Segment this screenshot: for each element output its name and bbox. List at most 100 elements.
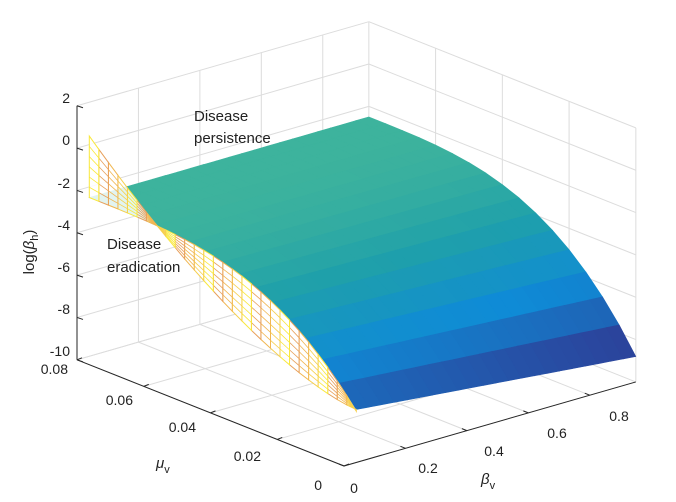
wireframe-line — [136, 211, 147, 219]
wireframe-line — [308, 367, 319, 377]
wireframe-line — [165, 233, 176, 244]
wireframe-line — [241, 313, 252, 323]
wireframe-line — [317, 381, 328, 390]
wireframe-line — [117, 186, 128, 197]
axis-layer — [76, 105, 636, 467]
wireframe-line — [89, 186, 100, 193]
wireframe-line — [127, 195, 138, 207]
wireframe-line — [279, 348, 290, 358]
wireframe-line — [336, 383, 348, 398]
wireframe-line — [165, 230, 176, 237]
wireframe-line — [117, 202, 128, 210]
wireframe-line — [327, 384, 338, 394]
wireframe-line — [298, 365, 309, 374]
wireframe-line — [203, 275, 214, 286]
wireframe-line — [136, 205, 147, 216]
wireframe-line — [251, 322, 262, 332]
wireframe-line — [98, 157, 109, 170]
wireframe-line — [298, 344, 309, 355]
wireframe-line — [203, 270, 214, 280]
wireframe-line — [193, 252, 204, 261]
z-tick-label: -4 — [58, 217, 71, 233]
wireframe-line — [336, 389, 348, 401]
annotation-persistence-line2: persistence — [194, 130, 271, 147]
x-tick-labels: 0 0.2 0.4 0.6 0.8 — [350, 408, 629, 496]
wireframe-line — [98, 183, 109, 192]
x-tick-label: 0.6 — [547, 425, 567, 441]
wireframe-cell — [117, 173, 128, 214]
wireframe-line — [174, 242, 185, 253]
y-tick — [76, 357, 83, 361]
x-tick-label: 0.4 — [484, 443, 504, 459]
wireframe-line — [184, 245, 195, 254]
wireframe-line — [251, 298, 262, 309]
wireframe-line — [279, 340, 290, 351]
z-tick-label: -8 — [58, 301, 71, 317]
annotation-eradication-line1: Disease — [107, 236, 161, 253]
surface-layer — [88, 116, 637, 414]
wireframe-line — [317, 370, 328, 381]
wireframe-line — [289, 357, 300, 366]
wireframe-line — [213, 261, 224, 270]
wireframe-line — [193, 261, 204, 271]
wireframe-line — [308, 360, 319, 371]
wireframe-line — [117, 180, 128, 193]
wireframe-line — [222, 287, 233, 298]
z-tick-labels: 2 0 -2 -4 -6 -8 -10 — [50, 90, 70, 359]
wireframe-line — [89, 166, 100, 176]
wireframe-line — [222, 268, 233, 277]
wireframe-line — [260, 331, 271, 341]
wireframe-line — [260, 323, 271, 333]
wireframe-line — [327, 380, 338, 391]
wireframe-line — [270, 324, 281, 334]
wireframe-line — [279, 325, 290, 336]
wireframe-line — [98, 166, 109, 177]
wireframe-line — [184, 248, 195, 258]
wireframe-line — [184, 252, 195, 262]
wireframe-line — [232, 289, 243, 299]
wireframe-line — [241, 290, 252, 300]
wireframe-line — [136, 202, 147, 215]
wireframe-line — [193, 265, 205, 276]
wireframe-line — [127, 204, 138, 212]
wireframe-line — [270, 339, 281, 350]
wireframe-line — [260, 299, 271, 309]
wireframe-line — [203, 254, 214, 263]
wireframe-line — [108, 190, 119, 199]
wireframe-line — [212, 279, 224, 289]
wireframe-line — [222, 274, 233, 284]
z-tick — [76, 274, 84, 278]
z-tick-label: -2 — [58, 175, 71, 191]
z-tick-label: -6 — [58, 259, 71, 275]
x-tick — [338, 463, 345, 467]
wireframe-line — [193, 256, 204, 266]
wireframe-line — [88, 156, 100, 167]
wireframe-line — [222, 281, 233, 291]
y-tick-label: 0.08 — [41, 361, 68, 377]
wireframe-line — [108, 197, 119, 204]
wireframe-line — [279, 333, 290, 343]
wireframe-line — [346, 403, 357, 411]
surface-patch — [605, 324, 637, 360]
wireframe-line — [108, 176, 119, 187]
x-tick-label: 0.2 — [418, 460, 438, 476]
wireframe-line — [241, 298, 252, 308]
wireframe-line — [98, 192, 109, 199]
wireframe-line — [232, 282, 243, 292]
wireframe-line — [260, 307, 271, 317]
wireframe-line — [298, 351, 309, 362]
wireframe-line — [251, 314, 262, 324]
wireframe-line — [317, 375, 328, 386]
wireframe-line — [136, 208, 147, 218]
wireframe-line — [184, 242, 195, 250]
wireframe-line — [336, 396, 347, 404]
wireframe-cell — [107, 160, 119, 210]
wireframe-line — [260, 315, 271, 325]
y-tick-labels: 0.08 0.06 0.04 0.02 0 — [41, 361, 322, 493]
wireframe-line — [270, 316, 281, 326]
z-tick — [76, 147, 84, 151]
wireframe-line — [174, 236, 185, 243]
wireframe-line — [232, 275, 243, 284]
